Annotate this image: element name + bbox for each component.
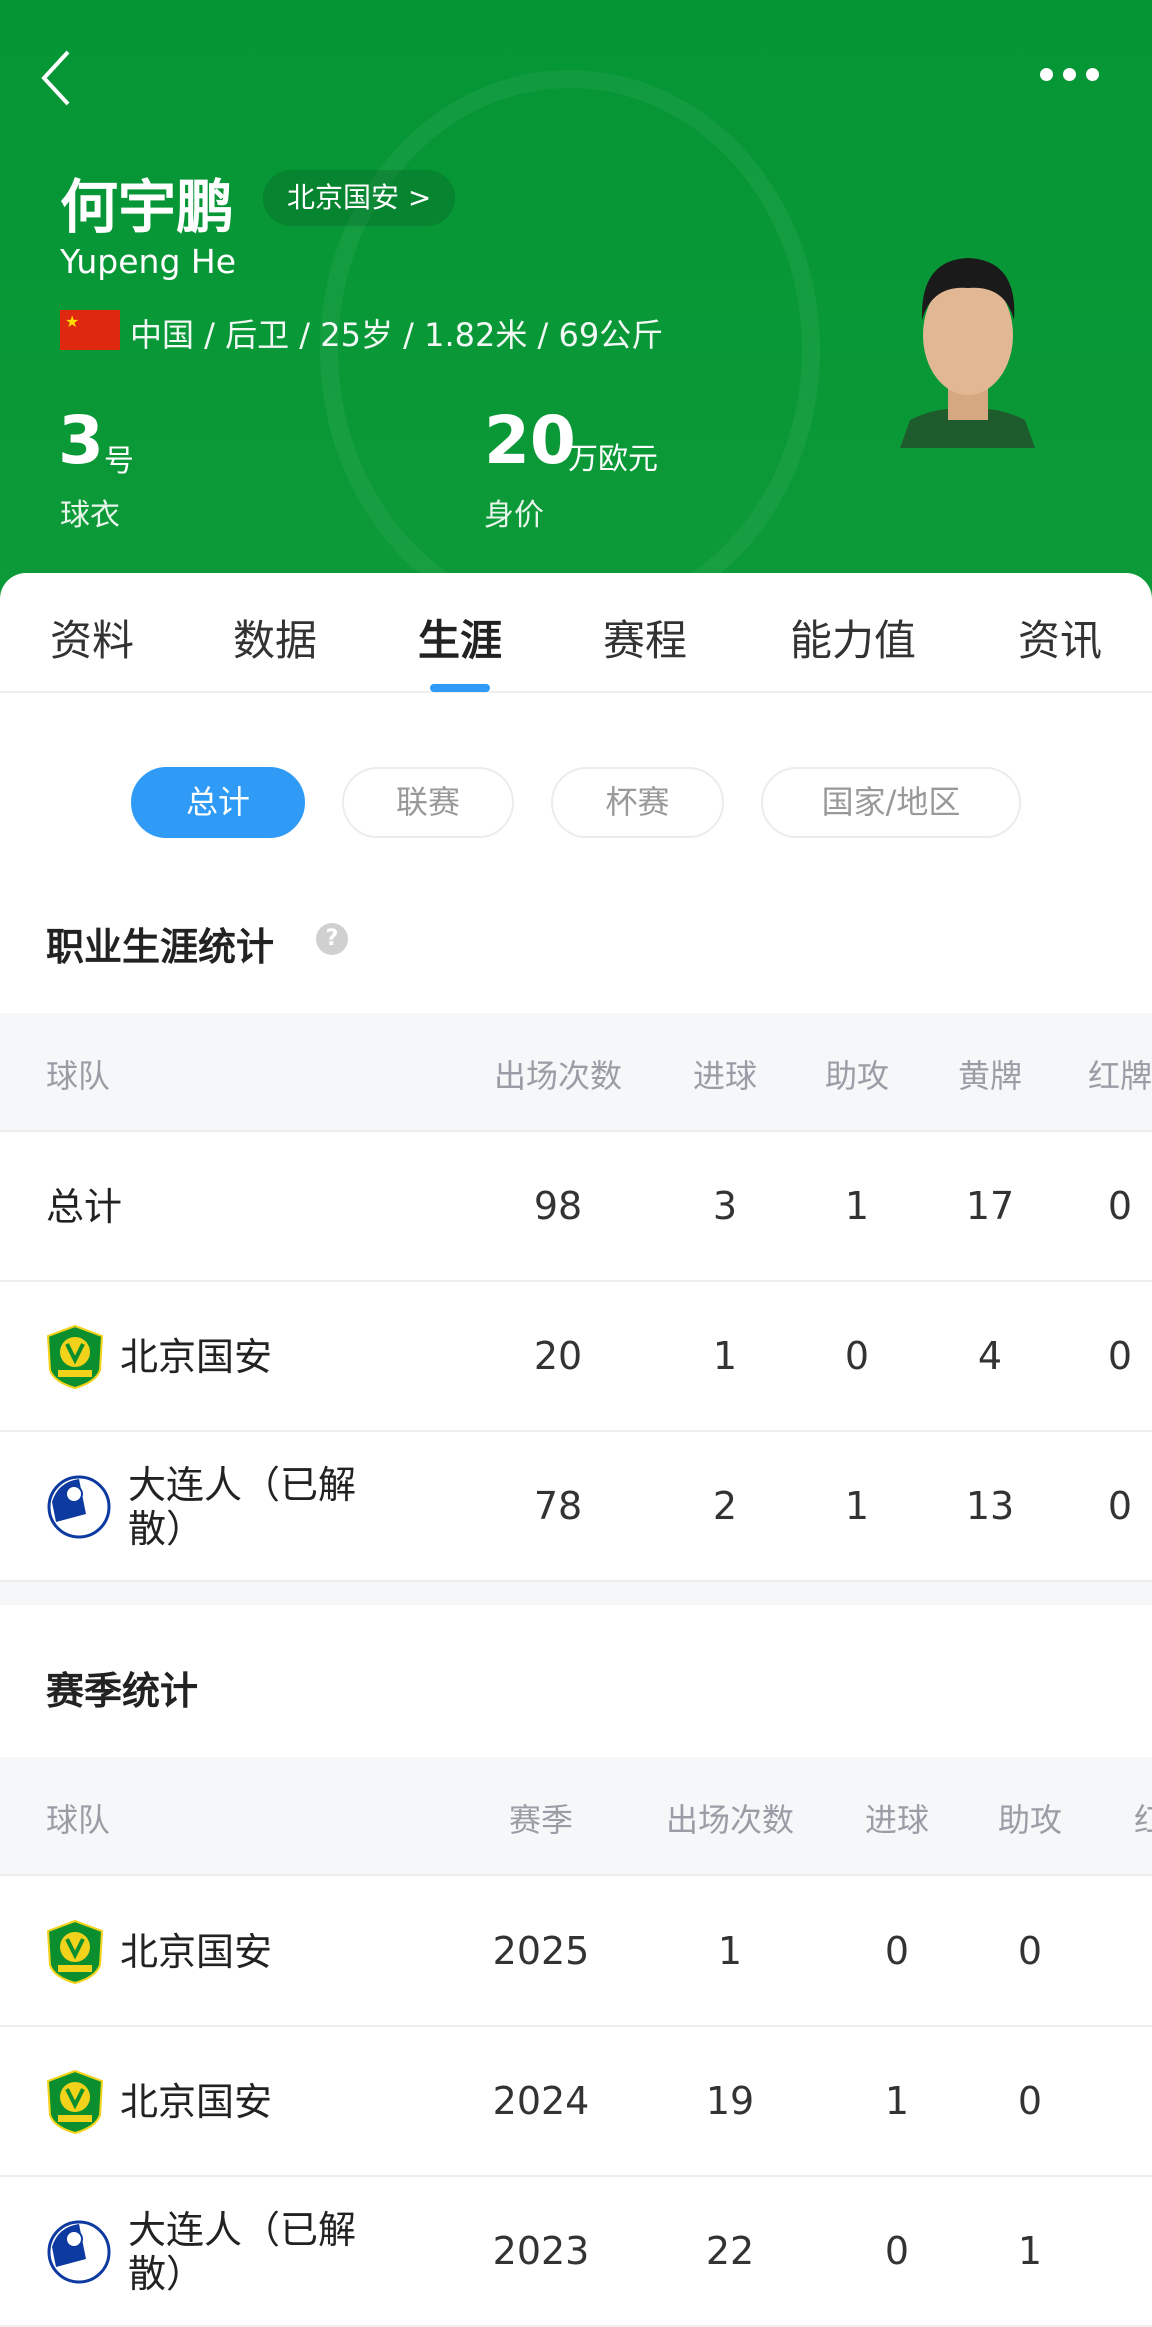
career-section-title: 职业生涯统计: [46, 925, 275, 969]
cell-season: 2025: [492, 1929, 590, 1973]
chevron-left-icon[interactable]: [36, 48, 76, 108]
col-apps: 出场次数: [665, 1801, 795, 1839]
tab-ability[interactable]: 能力值: [789, 616, 917, 665]
club-link-badge[interactable]: 北京国安 >: [263, 170, 456, 226]
english-name: Yupeng He: [60, 242, 237, 281]
cell-yellow: 17: [965, 1184, 1015, 1228]
cell-red: 0: [1107, 1484, 1133, 1528]
cell-goals: 0: [884, 1929, 910, 1973]
tab-career[interactable]: 生涯: [417, 616, 503, 665]
cell-apps: 22: [705, 2229, 755, 2273]
team-name: 大连人（已解散）: [128, 2208, 357, 2296]
help-icon[interactable]: ?: [316, 923, 348, 955]
cell-goals: 1: [884, 2079, 910, 2123]
player-photo: [900, 258, 1035, 448]
tab-stats[interactable]: 数据: [232, 616, 318, 665]
cell-assists: 0: [1017, 2079, 1043, 2123]
section-divider: [0, 1582, 1152, 1605]
season-table-header: 球队 赛季 出场次数 进球 助攻 红: [0, 1757, 1152, 1876]
team-cell: 总计: [46, 1132, 306, 1280]
cell-apps: 1: [717, 1929, 743, 1973]
cell-apps: 98: [533, 1184, 583, 1228]
cell-yellow: 13: [965, 1484, 1015, 1528]
team-name: 总计: [46, 1185, 123, 1229]
cell-assists: 0: [1017, 1929, 1043, 1973]
col-assists: 助攻: [997, 1801, 1063, 1839]
col-assists: 助攻: [824, 1057, 890, 1095]
col-yellow: 黄牌: [957, 1057, 1023, 1095]
col-team: 球队: [46, 1057, 111, 1095]
market-value: 20: [484, 402, 576, 479]
cell-assists: 1: [844, 1184, 870, 1228]
more-dots-icon[interactable]: [1040, 68, 1099, 81]
col-red: 红牌: [1087, 1057, 1152, 1095]
player-header: 何宇鹏 北京国安 > Yupeng He ★ 中国 / 后卫 / 25岁 / 1…: [0, 0, 1152, 600]
cell-yellow: 4: [977, 1334, 1003, 1378]
tab-news[interactable]: 资讯: [1017, 616, 1103, 665]
jersey-number: 3: [58, 402, 104, 479]
market-value-unit: 万欧元: [568, 442, 658, 477]
team-cell: 北京国安: [46, 2027, 380, 2175]
season-section-title: 赛季统计: [46, 1669, 199, 1713]
cell-apps: 20: [533, 1334, 583, 1378]
cell-red: 0: [1107, 1334, 1133, 1378]
cell-apps: 78: [533, 1484, 583, 1528]
cell-season: 2024: [492, 2079, 590, 2123]
guoan-logo-icon: [46, 1324, 104, 1390]
cell-goals: 0: [884, 2229, 910, 2273]
dalian-logo-icon: [47, 2220, 111, 2284]
cell-season: 2023: [492, 2229, 590, 2273]
table-row[interactable]: 总计 98 3 1 17 0: [0, 1132, 1152, 1282]
table-row[interactable]: 大连人（已解散） 78 2 1 13 0: [0, 1432, 1152, 1582]
tab-bar: 资料 数据 生涯 赛程 能力值 资讯: [0, 573, 1152, 693]
cell-apps: 19: [705, 2079, 755, 2123]
table-row[interactable]: 北京国安 2024 19 1 0: [0, 2027, 1152, 2177]
guoan-logo-icon: [46, 2069, 104, 2135]
jersey-label: 球衣: [60, 498, 120, 533]
cell-assists: 0: [844, 1334, 870, 1378]
col-season: 赛季: [508, 1801, 574, 1839]
cell-goals: 3: [712, 1184, 738, 1228]
dalian-logo-icon: [47, 1475, 111, 1539]
table-row[interactable]: 北京国安 2025 1 0 0: [0, 1877, 1152, 2027]
active-tab-indicator: [430, 684, 490, 692]
cell-goals: 1: [712, 1334, 738, 1378]
tab-schedule[interactable]: 赛程: [602, 616, 688, 665]
guoan-logo-icon: [46, 1919, 104, 1985]
col-team: 球队: [46, 1801, 111, 1839]
cell-goals: 2: [712, 1484, 738, 1528]
market-value-label: 身价: [484, 498, 544, 533]
filter-league[interactable]: 联赛: [342, 767, 514, 838]
team-name: 北京国安: [120, 2080, 273, 2124]
player-name: 何宇鹏: [60, 173, 235, 241]
team-cell: 大连人（已解散）: [46, 1432, 388, 1580]
career-table-header: 球队 出场次数 进球 助攻 黄牌 红牌: [0, 1013, 1152, 1132]
cell-assists: 1: [844, 1484, 870, 1528]
tab-profile[interactable]: 资料: [49, 616, 135, 665]
cell-assists: 1: [1017, 2229, 1043, 2273]
team-name: 北京国安: [120, 1930, 273, 1974]
col-goals: 进球: [692, 1057, 758, 1095]
china-flag-icon: ★: [60, 310, 120, 350]
filter-national[interactable]: 国家/地区: [761, 767, 1021, 838]
col-red: 红: [1134, 1795, 1152, 1841]
team-cell: 大连人（已解散）: [46, 2177, 388, 2325]
cell-red: 0: [1107, 1184, 1133, 1228]
team-name: 大连人（已解散）: [128, 1463, 357, 1551]
table-row[interactable]: 大连人（已解散） 2023 22 0 1: [0, 2177, 1152, 2327]
table-row[interactable]: 北京国安 20 1 0 4 0: [0, 1282, 1152, 1432]
jersey-unit: 号: [104, 444, 134, 479]
team-name: 北京国安: [120, 1335, 273, 1379]
team-cell: 北京国安: [46, 1877, 380, 2025]
col-goals: 进球: [864, 1801, 930, 1839]
team-cell: 北京国安: [46, 1282, 380, 1430]
filter-cup[interactable]: 杯赛: [551, 767, 724, 838]
col-apps: 出场次数: [493, 1057, 623, 1095]
player-info: 中国 / 后卫 / 25岁 / 1.82米 / 69公斤: [130, 316, 664, 354]
filter-total[interactable]: 总计: [131, 767, 305, 838]
